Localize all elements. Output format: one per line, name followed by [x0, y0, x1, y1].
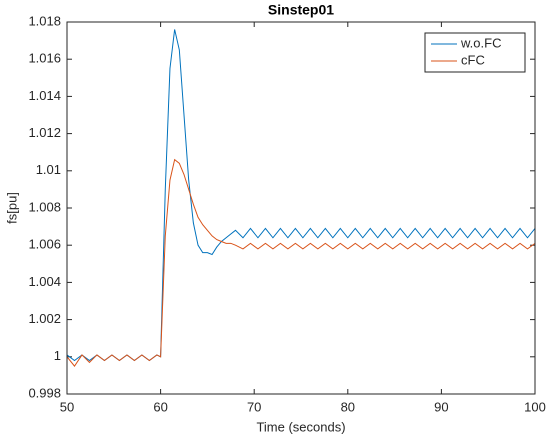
- x-tick-label: 80: [341, 399, 355, 414]
- axes-box: [66, 21, 536, 395]
- y-tick-label: 0.998: [28, 385, 61, 400]
- y-tick-label: 1.008: [28, 199, 61, 214]
- x-axis-label: Time (seconds): [256, 419, 345, 434]
- y-tick-label: 1.004: [28, 274, 61, 289]
- legend-label: w.o.FC: [460, 35, 501, 50]
- y-tick-label: 1.018: [28, 13, 61, 28]
- chart-title: Sinstep01: [268, 2, 334, 18]
- y-axis-label: fs[pu]: [4, 192, 19, 224]
- x-tick-label: 50: [60, 399, 74, 414]
- y-tick-label: 1.002: [28, 311, 61, 326]
- data-line: [66, 158, 536, 367]
- y-tick-label: 1.012: [28, 125, 61, 140]
- legend-label: cFC: [461, 52, 485, 67]
- y-tick-label: 1: [54, 348, 61, 363]
- plot-area: [67, 22, 535, 394]
- x-tick-label: 70: [247, 399, 261, 414]
- x-tick-label: 60: [153, 399, 167, 414]
- x-tick-label: 100: [524, 399, 546, 414]
- legend-box: [424, 32, 526, 73]
- y-tick-label: 1.01: [36, 162, 61, 177]
- y-tick-label: 1.014: [28, 88, 61, 103]
- x-tick-label: 90: [434, 399, 448, 414]
- y-tick-label: 1.016: [28, 51, 61, 66]
- y-tick-label: 1.006: [28, 237, 61, 252]
